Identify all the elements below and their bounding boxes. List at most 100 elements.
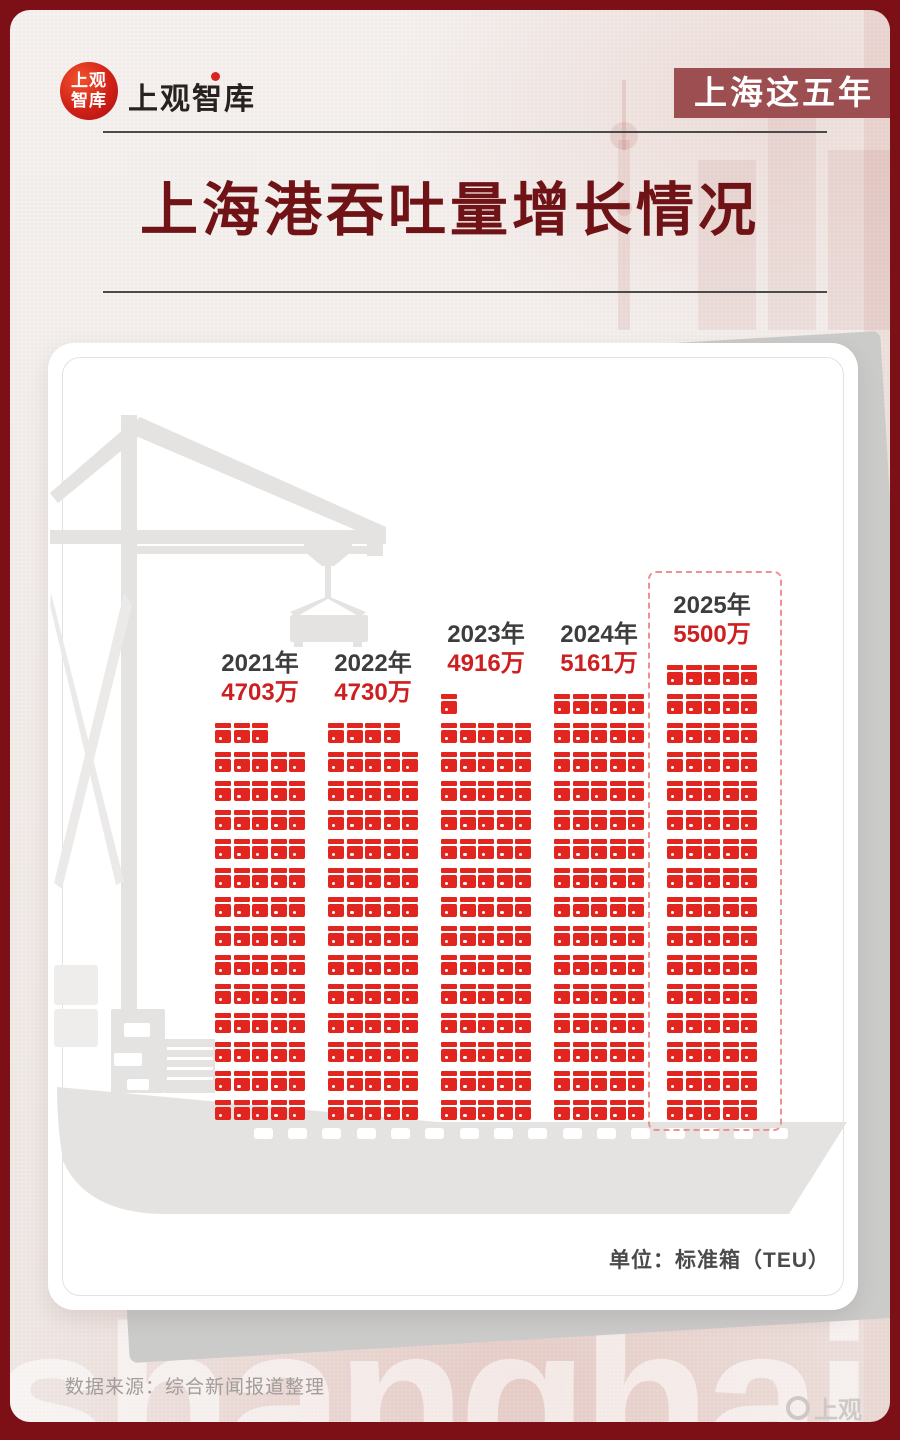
- container-row: [328, 926, 418, 946]
- container-icon: [233, 1071, 250, 1091]
- chart-column-2025年: 2025年 5500万: [666, 591, 758, 1120]
- container-icon: [233, 1042, 250, 1062]
- container-icon: [628, 1071, 644, 1091]
- container-row: [441, 1042, 531, 1062]
- container-row: [215, 723, 305, 743]
- container-icon: [591, 839, 607, 859]
- container-icon: [215, 926, 231, 946]
- year-label: 2021年: [221, 650, 299, 677]
- container-icon: [383, 984, 400, 1004]
- container-icon: [402, 926, 418, 946]
- container-icon: [441, 926, 457, 946]
- container-row: [554, 926, 644, 946]
- container-icon: [365, 1100, 381, 1120]
- container-icon: [328, 723, 344, 743]
- container-icon: [704, 1071, 720, 1091]
- container-icon: [704, 897, 720, 917]
- container-icon: [496, 781, 513, 801]
- container-icon: [704, 1100, 720, 1120]
- container-row: [554, 752, 644, 772]
- container-icon: [459, 1042, 476, 1062]
- container-row: [667, 781, 757, 801]
- wordmark-red-dot-icon: [211, 72, 220, 81]
- container-icon: [685, 752, 702, 772]
- container-icon: [515, 839, 531, 859]
- container-icon: [496, 839, 513, 859]
- container-icon: [609, 781, 626, 801]
- container-icon: [478, 926, 494, 946]
- container-icon: [402, 839, 418, 859]
- container-icon: [328, 897, 344, 917]
- container-row: [441, 723, 531, 743]
- container-row: [554, 810, 644, 830]
- container-icon: [441, 723, 457, 743]
- container-row: [667, 694, 757, 714]
- container-icon: [591, 984, 607, 1004]
- container-icon: [667, 752, 683, 772]
- container-icon: [215, 839, 231, 859]
- container-icon: [554, 752, 570, 772]
- container-icon: [252, 752, 268, 772]
- container-icon: [365, 1042, 381, 1062]
- container-row: [667, 665, 757, 685]
- container-row: [441, 752, 531, 772]
- container-icon: [722, 897, 739, 917]
- container-icon: [270, 781, 287, 801]
- unit-note: 单位：标准箱（TEU）: [609, 1249, 830, 1272]
- container-icon: [496, 926, 513, 946]
- container-icon: [459, 1100, 476, 1120]
- container-icon: [383, 926, 400, 946]
- container-icon: [741, 839, 757, 859]
- container-icon: [515, 1071, 531, 1091]
- container-icon: [441, 868, 457, 888]
- container-icon: [402, 810, 418, 830]
- container-icon: [741, 926, 757, 946]
- container-icon: [496, 955, 513, 975]
- container-icon: [704, 926, 720, 946]
- container-icon: [609, 1071, 626, 1091]
- container-icon: [252, 955, 268, 975]
- container-icon: [215, 1100, 231, 1120]
- container-row: [215, 1071, 305, 1091]
- container-icon: [628, 1013, 644, 1033]
- container-row: [441, 810, 531, 830]
- container-icon: [591, 1042, 607, 1062]
- container-icon: [478, 1100, 494, 1120]
- container-icon: [441, 984, 457, 1004]
- container-icon: [685, 839, 702, 859]
- container-icon: [572, 839, 589, 859]
- container-icon: [233, 810, 250, 830]
- page-title: 上海港吞吐量增长情况: [139, 178, 760, 243]
- container-icon: [628, 926, 644, 946]
- container-icon: [328, 781, 344, 801]
- container-icon: [554, 1071, 570, 1091]
- container-icon: [667, 839, 683, 859]
- container-row: [667, 1071, 757, 1091]
- container-icon: [289, 781, 305, 801]
- container-icon: [515, 781, 531, 801]
- value-label: 4916万: [447, 650, 525, 677]
- container-icon: [459, 897, 476, 917]
- container-icon: [591, 781, 607, 801]
- container-icon: [346, 810, 363, 830]
- container-icon: [478, 955, 494, 975]
- container-row: [667, 810, 757, 830]
- container-icon: [459, 752, 476, 772]
- container-icon: [667, 694, 683, 714]
- container-icon: [515, 1100, 531, 1120]
- container-icon: [741, 810, 757, 830]
- container-icon: [572, 984, 589, 1004]
- container-icon: [328, 1071, 344, 1091]
- container-icon: [628, 955, 644, 975]
- container-icon: [609, 1100, 626, 1120]
- container-icon: [591, 723, 607, 743]
- container-icon: [289, 926, 305, 946]
- container-icon: [215, 1013, 231, 1033]
- container-icon: [628, 694, 644, 714]
- container-icon: [591, 1013, 607, 1033]
- container-icon: [685, 1100, 702, 1120]
- container-row: [328, 1013, 418, 1033]
- value-label: 4730万: [334, 679, 412, 706]
- container-icon: [270, 926, 287, 946]
- container-icon: [722, 665, 739, 685]
